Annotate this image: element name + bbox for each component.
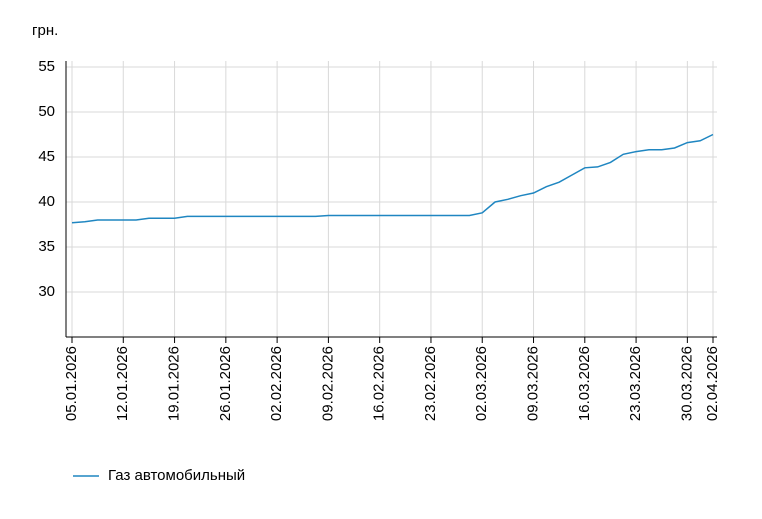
legend-label: Газ автомобильный — [108, 467, 245, 484]
x-tick-label: 16.02.2026 — [371, 346, 388, 421]
x-tick-label: 19.01.2026 — [166, 346, 183, 421]
x-tick-label: 02.02.2026 — [268, 346, 285, 421]
x-tick-label: 02.03.2026 — [473, 346, 490, 421]
y-tick-label: 40 — [38, 193, 55, 210]
x-tick-label: 09.03.2026 — [524, 346, 541, 421]
x-tick-label: 12.01.2026 — [114, 346, 131, 421]
y-axis-label: грн. — [32, 22, 58, 39]
y-tick-label: 50 — [38, 103, 55, 120]
x-tick-label: 05.01.2026 — [63, 346, 80, 421]
y-tick-label: 35 — [38, 238, 55, 255]
series-line — [71, 133, 714, 224]
x-tick-label: 02.04.2026 — [704, 346, 721, 421]
y-tick-label: 55 — [38, 58, 55, 75]
x-tick-label: 23.03.2026 — [627, 346, 644, 421]
x-tick-label: 30.03.2026 — [678, 346, 695, 421]
x-tick-label: 09.02.2026 — [319, 346, 336, 421]
y-tick-label: 30 — [38, 283, 55, 300]
x-tick-label: 26.01.2026 — [217, 346, 234, 421]
x-tick-label: 23.02.2026 — [422, 346, 439, 421]
x-tick-label: 16.03.2026 — [576, 346, 593, 421]
y-tick-label: 45 — [38, 148, 55, 165]
